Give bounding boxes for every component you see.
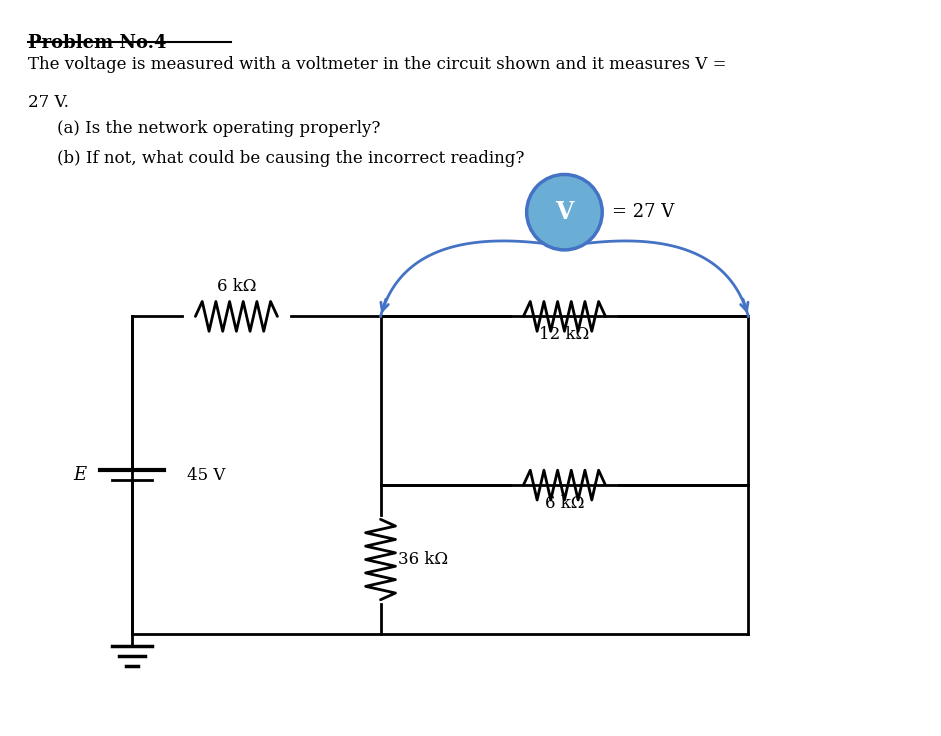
Text: 45 V: 45 V: [186, 467, 225, 484]
Text: 6 kΩ: 6 kΩ: [545, 495, 584, 512]
Text: (b) If not, what could be causing the incorrect reading?: (b) If not, what could be causing the in…: [57, 149, 525, 166]
Text: Problem No.4: Problem No.4: [27, 34, 167, 52]
Text: E: E: [73, 466, 87, 484]
Text: 27 V.: 27 V.: [27, 94, 69, 111]
Text: (a) Is the network operating properly?: (a) Is the network operating properly?: [57, 120, 381, 137]
Text: 6 kΩ: 6 kΩ: [216, 277, 256, 294]
Text: 12 kΩ: 12 kΩ: [539, 326, 590, 343]
Text: = 27 V: = 27 V: [613, 203, 675, 222]
Text: 36 kΩ: 36 kΩ: [398, 551, 449, 568]
Text: V: V: [555, 200, 574, 224]
Text: The voltage is measured with a voltmeter in the circuit shown and it measures V : The voltage is measured with a voltmeter…: [27, 57, 726, 74]
Circle shape: [527, 174, 602, 250]
